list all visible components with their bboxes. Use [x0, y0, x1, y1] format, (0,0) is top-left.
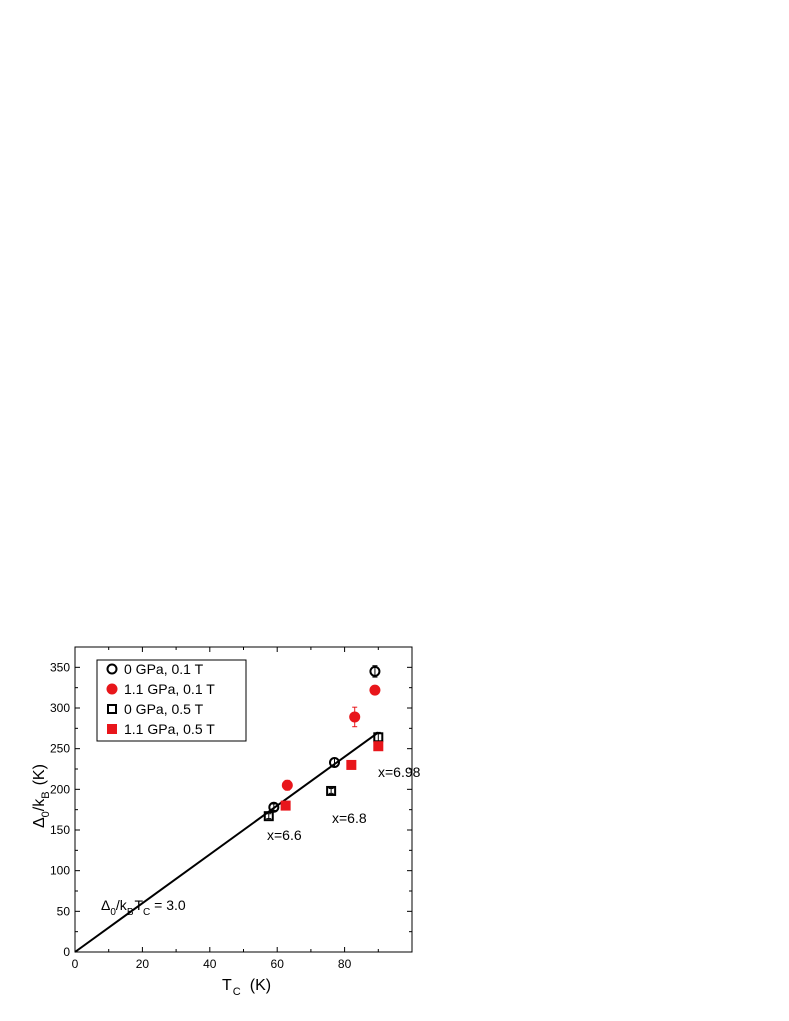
- legend-marker-0: [106, 663, 118, 675]
- data-point-series-0: [369, 665, 381, 677]
- data-point-series-0: [268, 801, 280, 813]
- fit-label-c-sub: C: [143, 907, 150, 918]
- y-tick-label: 300: [50, 701, 70, 715]
- y-axis-title-mid: /k: [31, 798, 48, 811]
- legend-marker-1: [106, 683, 118, 695]
- legend-marker-2: [107, 704, 117, 714]
- x-tick-label: 0: [72, 957, 79, 971]
- fit-label-b: /k: [116, 897, 128, 913]
- y-tick-label: 250: [50, 742, 70, 756]
- x-tick-label: 60: [271, 957, 285, 971]
- y-tick-label: 350: [50, 660, 70, 674]
- data-point-series-1: [369, 684, 381, 696]
- fit-label-a-sub: 0: [110, 907, 116, 918]
- plot-area: 0 20 40 60 80 0 50 100 150 200 250 300 350: [50, 646, 413, 971]
- x-axis-title-unit: (K): [250, 977, 271, 994]
- data-point-series-3: [346, 759, 357, 770]
- y-tick-label: 150: [50, 823, 70, 837]
- x-axis-title: TC (K): [222, 977, 271, 998]
- fit-line: [74, 731, 379, 953]
- fit-label-c: T: [134, 897, 143, 913]
- data-point-series-3: [280, 800, 291, 811]
- fit-label-a: Δ: [101, 897, 110, 913]
- y-axis-title-unit: (K): [31, 764, 48, 785]
- y-axis-title-sub2: B: [40, 791, 52, 798]
- data-point-series-1: [349, 711, 361, 723]
- annotation-x68: x=6.8: [332, 810, 367, 826]
- legend-label-2: 0 GPa, 0.5 T: [124, 701, 204, 717]
- data-point-series-2: [326, 785, 337, 796]
- fit-label-b-sub: B: [127, 907, 134, 918]
- y-tick-label: 0: [63, 945, 70, 959]
- data-point-series-0: [328, 756, 340, 768]
- legend-marker-3: [107, 724, 117, 734]
- x-tick-label: 80: [338, 957, 352, 971]
- y-tick-label: 100: [50, 864, 70, 878]
- x-tick-label: 40: [203, 957, 217, 971]
- y-axis-title-sub1: 0: [40, 811, 52, 817]
- y-tick-label: 200: [50, 782, 70, 796]
- x-tick-label: 20: [136, 957, 150, 971]
- annotation-x66: x=6.6: [267, 827, 302, 843]
- data-point-series-3: [373, 741, 384, 752]
- legend-markers: [106, 663, 118, 734]
- data-point-series-2: [263, 811, 274, 822]
- fit-line-label: Δ0/kBTC = 3.0: [101, 897, 186, 918]
- fit-label-rest: = 3.0: [150, 897, 186, 913]
- data-point-series-1: [281, 779, 293, 791]
- x-axis-title-sub: C: [233, 986, 241, 998]
- y-tick-label: 50: [57, 904, 71, 918]
- annotation-x698: x=6.98: [378, 764, 421, 780]
- legend-label-0: 0 GPa, 0.1 T: [124, 661, 204, 677]
- y-axis-title-main: Δ: [31, 817, 48, 828]
- y-axis-title: Δ0/kB (K): [31, 764, 52, 828]
- legend: 0 GPa, 0.1 T 1.1 GPa, 0.1 T 0 GPa, 0.5 T…: [96, 659, 247, 742]
- legend-label-1: 1.1 GPa, 0.1 T: [124, 681, 215, 697]
- x-axis-title-main: T: [222, 977, 232, 994]
- legend-label-3: 1.1 GPa, 0.5 T: [124, 721, 215, 737]
- legend-box: [96, 659, 247, 742]
